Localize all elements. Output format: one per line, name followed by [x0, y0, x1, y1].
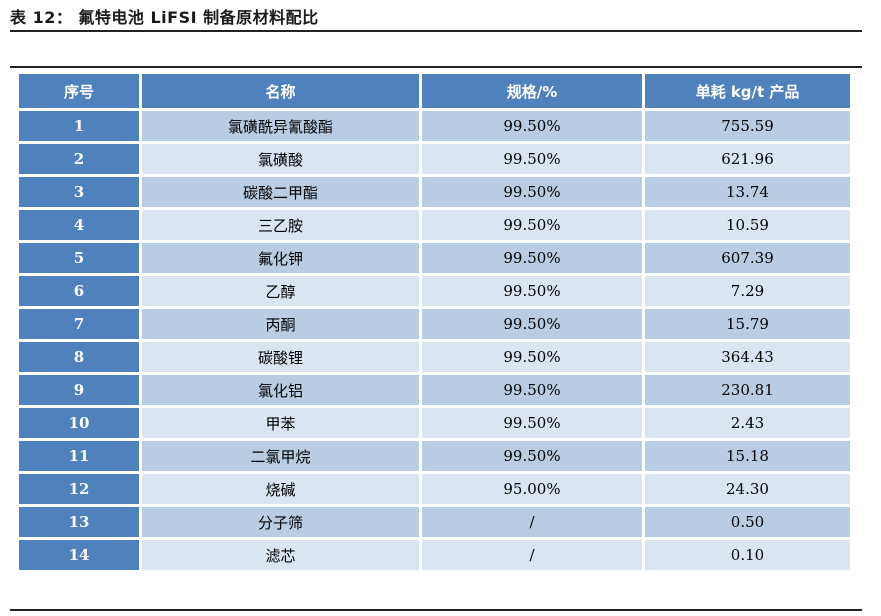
header-usage: 单耗 kg/t 产品: [645, 74, 850, 108]
row-spec: 99.50%: [422, 243, 642, 273]
row-name: 丙酮: [142, 309, 419, 339]
row-index: 10: [19, 408, 139, 438]
row-name: 氟化钾: [142, 243, 419, 273]
table-row: 8 碳酸锂 99.50% 364.43: [19, 342, 850, 372]
table-row: 2 氯磺酸 99.50% 621.96: [19, 144, 850, 174]
row-index: 3: [19, 177, 139, 207]
row-usage: 2.43: [645, 408, 850, 438]
row-name: 甲苯: [142, 408, 419, 438]
row-spec: 99.50%: [422, 375, 642, 405]
table-row: 7 丙酮 99.50% 15.79: [19, 309, 850, 339]
table-row: 13 分子筛/0.50: [19, 507, 850, 537]
row-name: 碳酸二甲酯: [142, 177, 419, 207]
row-spec: /: [422, 507, 642, 537]
row-spec: 99.50%: [422, 111, 642, 141]
table-title: 表 12： 氟特电池 LiFSI 制备原材料配比: [10, 8, 319, 27]
row-name: 烧碱: [142, 474, 419, 504]
row-index: 7: [19, 309, 139, 339]
table-row: 14 滤芯/0.10: [19, 540, 850, 570]
table-row: 1 氯磺酰异氰酸酯 99.50% 755.59: [19, 111, 850, 141]
row-name: 滤芯: [142, 540, 419, 570]
header-spec: 规格/%: [422, 74, 642, 108]
row-spec: 99.50%: [422, 342, 642, 372]
row-name: 乙醇: [142, 276, 419, 306]
row-spec: 99.50%: [422, 177, 642, 207]
row-index: 11: [19, 441, 139, 471]
table-row: 4 三乙胺 99.50% 10.59: [19, 210, 850, 240]
row-usage: 13.74: [645, 177, 850, 207]
row-name: 氯化铝: [142, 375, 419, 405]
table-row: 11 二氯甲烷 99.50% 15.18: [19, 441, 850, 471]
table-row: 10 甲苯 99.50% 2.43: [19, 408, 850, 438]
row-spec: 99.50%: [422, 276, 642, 306]
row-usage: 0.10: [645, 540, 850, 570]
row-index: 4: [19, 210, 139, 240]
header-name: 名称: [142, 74, 419, 108]
row-usage: 755.59: [645, 111, 850, 141]
row-usage: 0.50: [645, 507, 850, 537]
row-spec: 95.00%: [422, 474, 642, 504]
table-row: 9 氯化铝 99.50% 230.81: [19, 375, 850, 405]
row-name: 氯磺酸: [142, 144, 419, 174]
row-index: 9: [19, 375, 139, 405]
row-index: 2: [19, 144, 139, 174]
row-usage: 10.59: [645, 210, 850, 240]
row-usage: 621.96: [645, 144, 850, 174]
title-rule: [10, 30, 862, 32]
row-index: 12: [19, 474, 139, 504]
row-name: 分子筛: [142, 507, 419, 537]
row-usage: 607.39: [645, 243, 850, 273]
table-row: 3 碳酸二甲酯 99.50% 13.74: [19, 177, 850, 207]
header-index: 序号: [19, 74, 139, 108]
row-usage: 24.30: [645, 474, 850, 504]
row-usage: 364.43: [645, 342, 850, 372]
row-name: 碳酸锂: [142, 342, 419, 372]
table-top-rule: [10, 66, 862, 68]
row-name: 二氯甲烷: [142, 441, 419, 471]
row-spec: 99.50%: [422, 309, 642, 339]
row-index: 1: [19, 111, 139, 141]
header-row: 序号 名称 规格/% 单耗 kg/t 产品: [19, 74, 850, 108]
row-spec: /: [422, 540, 642, 570]
row-spec: 99.50%: [422, 144, 642, 174]
row-index: 5: [19, 243, 139, 273]
row-spec: 99.50%: [422, 441, 642, 471]
row-usage: 15.18: [645, 441, 850, 471]
row-index: 13: [19, 507, 139, 537]
row-usage: 7.29: [645, 276, 850, 306]
row-index: 8: [19, 342, 139, 372]
table-row: 5 氟化钾 99.50% 607.39: [19, 243, 850, 273]
row-name: 氯磺酰异氰酸酯: [142, 111, 419, 141]
row-usage: 230.81: [645, 375, 850, 405]
row-index: 14: [19, 540, 139, 570]
table-bottom-rule: [10, 609, 862, 611]
row-name: 三乙胺: [142, 210, 419, 240]
row-usage: 15.79: [645, 309, 850, 339]
row-spec: 99.50%: [422, 408, 642, 438]
materials-table: 序号 名称 规格/% 单耗 kg/t 产品 1 氯磺酰异氰酸酯 99.50% 755.…: [16, 71, 853, 573]
table-row: 12 烧碱 95.00% 24.30: [19, 474, 850, 504]
row-spec: 99.50%: [422, 210, 642, 240]
row-index: 6: [19, 276, 139, 306]
table-row: 6 乙醇 99.50% 7.29: [19, 276, 850, 306]
